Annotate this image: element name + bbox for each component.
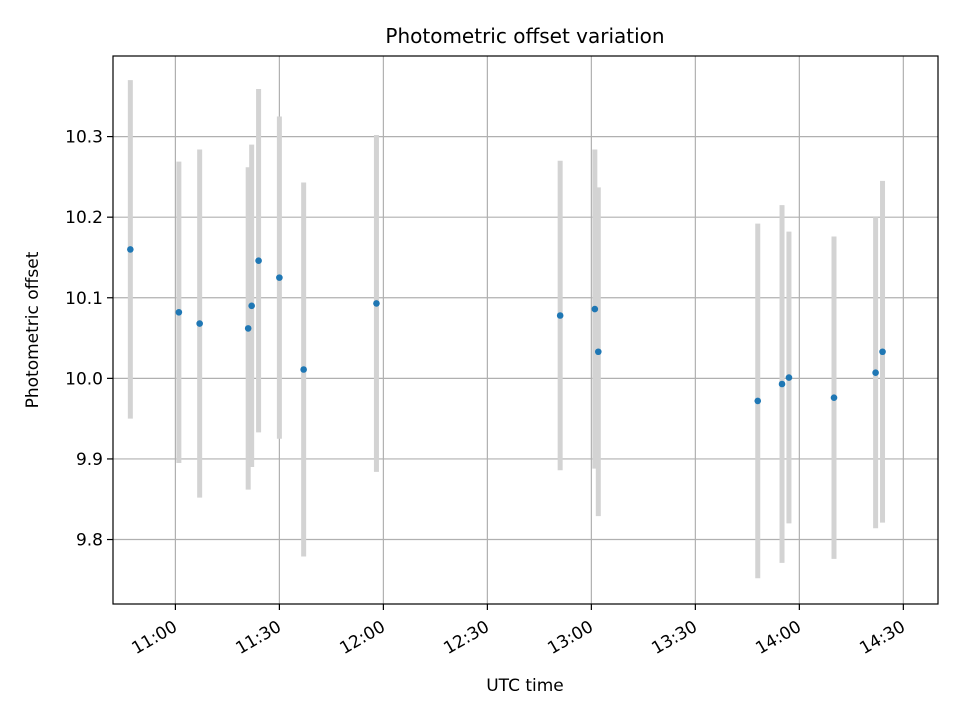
data-point: [785, 374, 793, 381]
chart-title: Photometric offset variation: [385, 24, 664, 48]
data-point: [244, 325, 252, 332]
data-point: [373, 300, 380, 307]
data-point: [754, 397, 762, 405]
data-point: [778, 380, 786, 388]
y-tick-label: 9.9: [76, 450, 103, 470]
data-point: [196, 320, 203, 327]
data-point: [300, 366, 307, 373]
data-point: [127, 246, 134, 253]
y-axis-ticks: 9.8 9.9 10.0 10.1 10.2 10.3: [65, 128, 113, 551]
data-point: [276, 274, 283, 281]
plot-area: [113, 56, 938, 604]
data-point: [248, 302, 255, 310]
data-point: [175, 308, 183, 316]
y-tick-label: 10.2: [65, 208, 103, 228]
y-tick-label: 9.8: [76, 531, 103, 551]
data-point: [255, 257, 262, 264]
data-point: [591, 305, 599, 313]
data-point: [556, 312, 564, 319]
y-axis-label: Photometric offset: [23, 251, 43, 408]
data-point: [830, 394, 838, 401]
data-point: [879, 348, 886, 356]
grid-lines: [113, 56, 938, 604]
x-axis-label: UTC time: [486, 676, 564, 696]
y-tick-label: 10.3: [65, 128, 103, 148]
data-point: [594, 348, 602, 356]
plot-frame: [112, 55, 939, 605]
y-tick-label: 10.1: [65, 289, 103, 309]
y-tick-label: 10.0: [65, 369, 103, 389]
data-point: [872, 369, 879, 377]
data-points: [127, 246, 886, 405]
